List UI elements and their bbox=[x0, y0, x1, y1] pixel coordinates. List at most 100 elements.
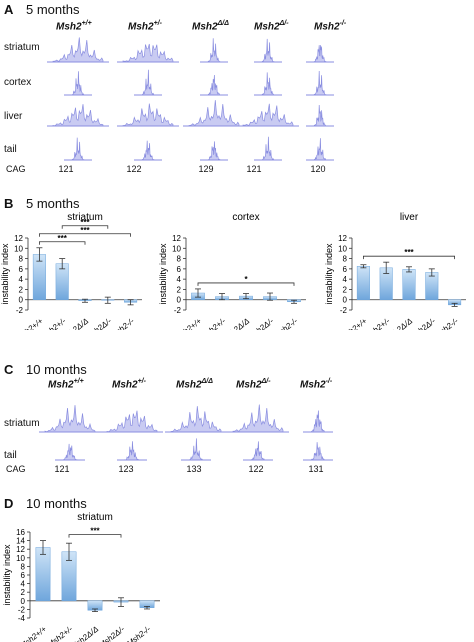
error-bar bbox=[243, 293, 249, 300]
y-tick-label: 10 bbox=[338, 244, 347, 253]
cag-value: 121 bbox=[246, 164, 262, 174]
y-tick-label: 10 bbox=[16, 554, 25, 563]
trace-peaks bbox=[44, 405, 96, 433]
trace-row-label: striatum bbox=[4, 42, 40, 53]
y-tick-label: 8 bbox=[19, 255, 24, 264]
panel-b-letter: B bbox=[4, 196, 14, 211]
trace-peaks bbox=[249, 441, 267, 461]
genotype-header: Msh2+/+ bbox=[48, 378, 84, 390]
y-tick-label: 4 bbox=[21, 580, 26, 589]
y-tick-label: 6 bbox=[343, 265, 348, 274]
genotype-header: Msh2Δ/Δ bbox=[176, 378, 213, 390]
genotype-superscript: -/- bbox=[339, 20, 347, 27]
y-tick-label: 6 bbox=[21, 571, 26, 580]
x-category-label: Msh2+/+ bbox=[18, 624, 48, 642]
error-bar bbox=[360, 264, 367, 269]
genotype-header: Msh2Δ/Δ bbox=[192, 20, 229, 32]
cag-value: 121 bbox=[58, 164, 74, 174]
cag-value: 122 bbox=[248, 464, 264, 474]
error-bar bbox=[36, 247, 43, 262]
significance-bracket bbox=[61, 225, 109, 229]
genotype-base: Msh2 bbox=[236, 379, 262, 391]
genotype-header: Msh2Δ/- bbox=[254, 20, 289, 32]
genotype-superscript: Δ/- bbox=[279, 20, 289, 27]
cag-value: 129 bbox=[198, 164, 214, 174]
genotype-superscript: Δ/Δ bbox=[201, 378, 213, 385]
cag-value: 121 bbox=[54, 464, 70, 474]
y-axis-label: instability index bbox=[158, 243, 168, 305]
significance-label: * bbox=[244, 275, 248, 284]
panel-c-title: 10 months bbox=[26, 362, 87, 377]
cag-value: 133 bbox=[186, 464, 202, 474]
error-bar bbox=[195, 288, 201, 298]
error-bar bbox=[92, 608, 98, 612]
significance-label: *** bbox=[58, 234, 68, 243]
significance-label: *** bbox=[90, 527, 100, 536]
error-bar bbox=[127, 299, 134, 306]
trace-peaks bbox=[106, 410, 158, 433]
y-tick-label: -2 bbox=[340, 306, 348, 315]
chart-title: cortex bbox=[232, 212, 259, 223]
y-tick-label: -2 bbox=[18, 605, 26, 614]
genotype-base: Msh2 bbox=[192, 21, 218, 33]
genotype-superscript: Δ/- bbox=[261, 378, 271, 385]
y-tick-label: 8 bbox=[343, 255, 348, 264]
genotype-superscript: +/+ bbox=[81, 20, 92, 27]
genotype-base: Msh2 bbox=[56, 21, 82, 33]
genotype-header: Msh2+/- bbox=[128, 20, 162, 32]
trace-peaks bbox=[122, 43, 174, 63]
trace-peaks bbox=[170, 406, 222, 433]
y-tick-label: 16 bbox=[16, 528, 25, 537]
genotype-header: Msh2-/- bbox=[314, 20, 346, 32]
cag-value: 123 bbox=[118, 464, 134, 474]
significance-label: *** bbox=[80, 218, 90, 227]
genotype-base: Msh2 bbox=[112, 379, 138, 391]
significance-bracket bbox=[197, 282, 295, 286]
error-bar bbox=[104, 296, 111, 304]
y-tick-label: 0 bbox=[19, 296, 24, 305]
y-tick-label: 10 bbox=[172, 244, 181, 253]
genotype-base: Msh2 bbox=[254, 21, 280, 33]
panel-a-cag-label: CAG bbox=[6, 164, 26, 174]
y-tick-label: 2 bbox=[21, 588, 26, 597]
error-bar bbox=[144, 605, 150, 610]
error-bar bbox=[291, 299, 297, 304]
error-bar bbox=[82, 298, 88, 303]
cag-value: 122 bbox=[126, 164, 142, 174]
y-tick-label: -2 bbox=[16, 306, 24, 315]
y-tick-label: 4 bbox=[343, 275, 348, 284]
trace-peaks bbox=[187, 438, 205, 461]
genotype-superscript: +/+ bbox=[73, 378, 84, 385]
error-bar bbox=[383, 261, 390, 274]
error-bar bbox=[267, 292, 273, 301]
error-bar bbox=[219, 293, 225, 301]
significance-bracket bbox=[363, 255, 455, 260]
panel-c-letter: C bbox=[4, 362, 14, 377]
genotype-superscript: +/- bbox=[153, 20, 162, 27]
panel-c-traces bbox=[39, 404, 333, 461]
y-tick-label: 4 bbox=[19, 275, 24, 284]
panel-d-letter: D bbox=[4, 496, 14, 511]
significance-label: *** bbox=[404, 248, 414, 257]
y-tick-label: 8 bbox=[21, 562, 26, 571]
y-tick-label: 2 bbox=[177, 285, 182, 294]
genotype-header: Msh2Δ/- bbox=[236, 378, 271, 390]
error-bar bbox=[66, 542, 72, 561]
genotype-superscript: -/- bbox=[325, 378, 333, 385]
panel-a-letter: A bbox=[4, 2, 14, 17]
y-tick-label: 12 bbox=[14, 234, 23, 243]
significance-bracket bbox=[39, 241, 86, 245]
trace-peaks bbox=[232, 404, 284, 433]
y-tick-label: 6 bbox=[177, 265, 182, 274]
y-tick-label: 12 bbox=[16, 545, 25, 554]
y-tick-label: 14 bbox=[16, 537, 25, 546]
x-category-label: Msh2Δ/- bbox=[97, 624, 126, 642]
genotype-superscript: Δ/Δ bbox=[217, 20, 229, 27]
genotype-base: Msh2 bbox=[314, 21, 340, 33]
error-bar bbox=[118, 597, 124, 607]
trace-peaks bbox=[309, 410, 328, 433]
cag-value: 131 bbox=[308, 464, 324, 474]
genotype-base: Msh2 bbox=[300, 379, 326, 391]
significance-bracket bbox=[39, 233, 131, 237]
